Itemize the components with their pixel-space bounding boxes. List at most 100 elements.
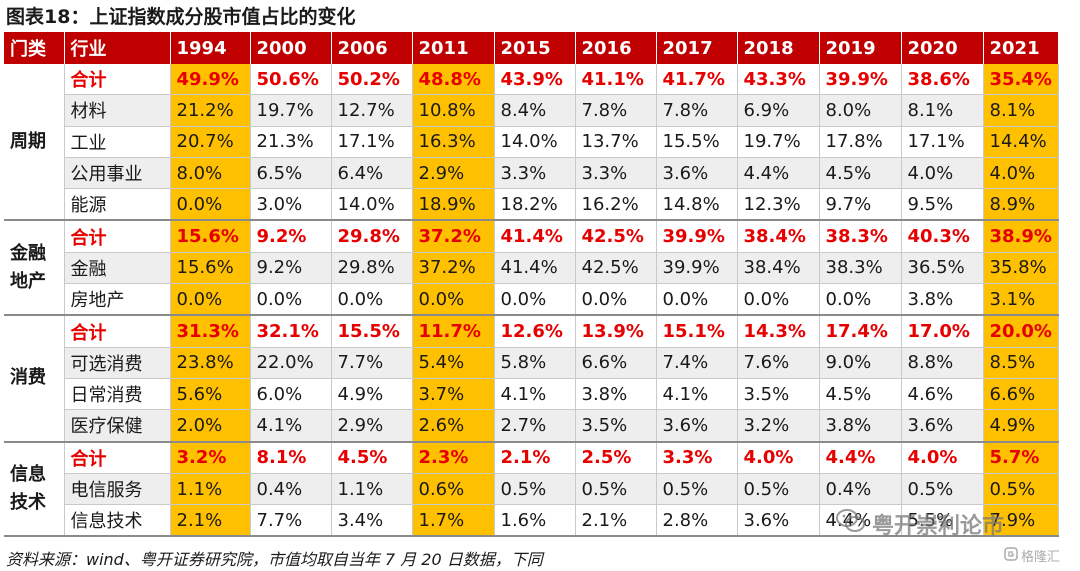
header-industry: 行业 bbox=[64, 32, 171, 64]
value-cell: 6.4% bbox=[331, 157, 413, 190]
value-cell: 14.0% bbox=[331, 188, 413, 222]
value-cell: 1.7% bbox=[412, 504, 495, 538]
category-cell: 周期 bbox=[4, 64, 65, 222]
value-cell: 3.8% bbox=[819, 409, 902, 443]
table-body: 周期 合计 49.9% 50.6% 50.2% 48.8% 43.9% 41.1% 41.7% 4… bbox=[4, 64, 1059, 538]
value-cell: 9.2% bbox=[250, 220, 332, 253]
value-cell: 3.6% bbox=[901, 409, 984, 443]
watermark-text: 粤开崇利论市 bbox=[872, 514, 1005, 539]
value-cell: 4.5% bbox=[819, 157, 902, 190]
value-cell: 37.2% bbox=[412, 220, 495, 253]
value-cell: 12.7% bbox=[331, 94, 413, 127]
watermark-2: 格隆汇 bbox=[1004, 546, 1060, 565]
value-cell: 14.3% bbox=[737, 315, 820, 348]
header-category: 门类 bbox=[4, 32, 65, 64]
value-cell: 8.0% bbox=[819, 94, 902, 127]
table-row: 消费 合计 31.3% 32.1% 15.5% 11.7% 12.6% 13.9% 15.1% 1… bbox=[4, 315, 1059, 443]
value-cell: 0.0% bbox=[819, 283, 902, 317]
industry-cell: 能源 bbox=[64, 188, 171, 222]
value-cell: 3.3% bbox=[575, 157, 657, 190]
value-cell: 8.1% bbox=[901, 94, 984, 127]
table-row: 可选消费 23.8% 22.0% 7.7% 5.4% 5.8% 6.6% 7.4% 7.6% 9.… bbox=[4, 347, 1059, 379]
value-cell: 4.5% bbox=[819, 378, 902, 411]
value-cell: 0.0% bbox=[170, 283, 251, 317]
value-cell: 19.7% bbox=[737, 126, 820, 158]
value-cell: 7.6% bbox=[737, 347, 820, 379]
value-cell: 14.8% bbox=[656, 188, 738, 222]
value-cell: 2.0% bbox=[170, 409, 251, 443]
value-cell: 3.5% bbox=[575, 409, 657, 443]
value-cell: 12.6% bbox=[494, 315, 576, 348]
value-cell: 4.4% bbox=[819, 441, 902, 474]
value-cell: 4.1% bbox=[494, 378, 576, 411]
value-cell: 14.4% bbox=[983, 126, 1059, 158]
value-cell: 2.8% bbox=[656, 504, 738, 538]
value-cell: 0.0% bbox=[331, 283, 413, 317]
industry-cell: 合计 bbox=[64, 64, 171, 96]
industry-cell: 材料 bbox=[64, 94, 171, 127]
value-cell: 8.5% bbox=[983, 347, 1059, 379]
value-cell: 0.0% bbox=[737, 283, 820, 317]
table-row: 信息技术 合计 3.2% 8.1% 4.5% 2.3% 2.1% 2.5% 3.3% 4.0% 4.… bbox=[4, 441, 1059, 538]
value-cell: 39.9% bbox=[819, 64, 902, 96]
value-cell: 0.0% bbox=[494, 283, 576, 317]
header-year: 2000 bbox=[250, 32, 332, 64]
value-cell: 3.3% bbox=[656, 441, 738, 474]
market-cap-table: 门类 行业 1994 2000 2006 2011 2015 2016 2017 2018 2019… bbox=[4, 32, 1059, 538]
table-row: 金融 15.6% 9.2% 29.8% 37.2% 41.4% 42.5% 39.9% 38.4… bbox=[4, 252, 1059, 285]
value-cell: 5.6% bbox=[170, 378, 251, 411]
value-cell: 0.5% bbox=[494, 473, 576, 506]
value-cell: 1.6% bbox=[494, 504, 576, 538]
value-cell: 20.7% bbox=[170, 126, 251, 158]
value-cell: 3.6% bbox=[656, 409, 738, 443]
value-cell: 39.9% bbox=[656, 220, 738, 253]
value-cell: 1.1% bbox=[331, 473, 413, 506]
value-cell: 7.7% bbox=[250, 504, 332, 538]
table-row: 工业 20.7% 21.3% 17.1% 16.3% 14.0% 13.7% 15.5% 19.… bbox=[4, 126, 1059, 158]
category-cell: 金融地产 bbox=[4, 220, 65, 317]
value-cell: 0.0% bbox=[656, 283, 738, 317]
value-cell: 38.3% bbox=[819, 252, 902, 285]
source-note: 资料来源：wind、粤开证券研究院，市值均取自当年 7 月 20 日数据，下同 bbox=[6, 550, 543, 569]
value-cell: 31.3% bbox=[170, 315, 251, 348]
header-year: 2016 bbox=[575, 32, 657, 64]
value-cell: 6.6% bbox=[983, 378, 1059, 411]
table-row: 医疗保健 2.0% 4.1% 2.9% 2.6% 2.7% 3.5% 3.6% 3.2% 3.8%… bbox=[4, 409, 1059, 443]
value-cell: 8.1% bbox=[983, 94, 1059, 127]
value-cell: 38.4% bbox=[737, 220, 820, 253]
value-cell: 39.9% bbox=[656, 252, 738, 285]
category-label: 消费 bbox=[10, 367, 46, 389]
value-cell: 4.1% bbox=[656, 378, 738, 411]
table-row: 金融地产 合计 15.6% 9.2% 29.8% 37.2% 41.4% 42.5% 39.9%… bbox=[4, 220, 1059, 317]
header-year: 2018 bbox=[737, 32, 820, 64]
value-cell: 0.4% bbox=[819, 473, 902, 506]
value-cell: 3.4% bbox=[331, 504, 413, 538]
table-row: 电信服务 1.1% 0.4% 1.1% 0.6% 0.5% 0.5% 0.5% 0.5% 0.4%… bbox=[4, 473, 1059, 506]
value-cell: 17.1% bbox=[331, 126, 413, 158]
value-cell: 0.6% bbox=[412, 473, 495, 506]
value-cell: 32.1% bbox=[250, 315, 332, 348]
value-cell: 0.0% bbox=[250, 283, 332, 317]
value-cell: 5.7% bbox=[983, 441, 1059, 474]
value-cell: 22.0% bbox=[250, 347, 332, 379]
table-row: 材料 21.2% 19.7% 12.7% 10.8% 8.4% 7.8% 7.8% 6.9% 8.… bbox=[4, 94, 1059, 127]
header-year: 2006 bbox=[331, 32, 413, 64]
category-label: 金融地产 bbox=[10, 242, 46, 292]
value-cell: 7.8% bbox=[575, 94, 657, 127]
industry-cell: 合计 bbox=[64, 220, 171, 253]
value-cell: 8.1% bbox=[250, 441, 332, 474]
value-cell: 0.0% bbox=[412, 283, 495, 317]
value-cell: 13.9% bbox=[575, 315, 657, 348]
value-cell: 0.5% bbox=[737, 473, 820, 506]
figure-title: 图表18：上证指数成分股市值占比的变化 bbox=[6, 6, 356, 28]
value-cell: 38.6% bbox=[901, 64, 984, 96]
value-cell: 48.8% bbox=[412, 64, 495, 96]
value-cell: 4.6% bbox=[901, 378, 984, 411]
value-cell: 35.8% bbox=[983, 252, 1059, 285]
value-cell: 2.3% bbox=[412, 441, 495, 474]
category-label: 周期 bbox=[10, 130, 46, 152]
value-cell: 10.8% bbox=[412, 94, 495, 127]
industry-cell: 房地产 bbox=[64, 283, 171, 317]
value-cell: 16.3% bbox=[412, 126, 495, 158]
industry-cell: 信息技术 bbox=[64, 504, 171, 538]
